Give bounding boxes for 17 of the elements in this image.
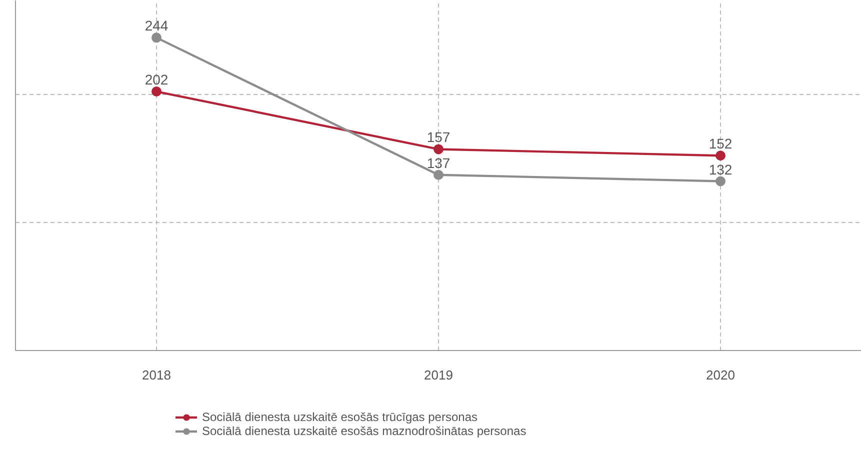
point bbox=[716, 150, 726, 161]
point bbox=[716, 176, 726, 186]
point bbox=[434, 170, 444, 180]
data-label: 132 bbox=[708, 161, 732, 178]
point bbox=[152, 86, 162, 97]
data-label: 157 bbox=[426, 129, 450, 146]
x-tick-label: 2020 bbox=[706, 368, 735, 382]
point bbox=[434, 144, 444, 154]
point bbox=[152, 32, 162, 43]
data-label: 202 bbox=[144, 72, 168, 88]
data-label: 152 bbox=[708, 136, 732, 152]
legend-label: Sociālā dienesta uzskaitē esošās maznodrošinātas personas bbox=[202, 424, 526, 438]
x-tick-label: 2018 bbox=[142, 368, 171, 382]
data-label: 137 bbox=[426, 154, 450, 171]
x-tick-label: 2019 bbox=[424, 368, 453, 382]
legend-label: Sociālā dienesta uzskaitē esošās trūcīgas personas bbox=[202, 410, 478, 424]
data-label: 244 bbox=[144, 18, 168, 34]
